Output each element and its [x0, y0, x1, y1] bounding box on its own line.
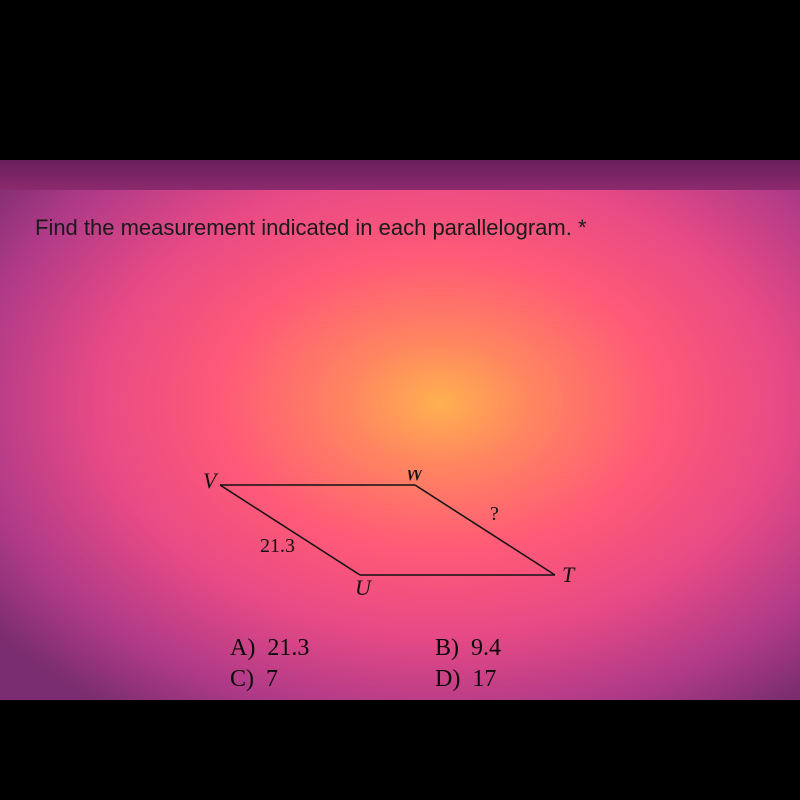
option-A[interactable]: A) 21.3: [230, 635, 340, 662]
side-UV: [220, 485, 360, 575]
vertex-W: W: [405, 470, 425, 485]
parallelogram-diagram: V W T U 21.3 ?: [180, 470, 600, 630]
option-D[interactable]: D) 17: [435, 666, 545, 693]
option-B-value: 9.4: [471, 635, 501, 661]
option-A-value: 21.3: [267, 635, 309, 661]
unknown-measurement: ?: [490, 503, 499, 525]
vertex-T: T: [562, 562, 576, 587]
vertex-U: U: [355, 575, 373, 600]
option-B[interactable]: B) 9.4: [435, 635, 545, 662]
option-C[interactable]: C) 7: [230, 666, 340, 693]
answer-options: A) 21.3 B) 9.4 C) 7 D) 17: [230, 635, 545, 697]
option-D-value: 17: [472, 666, 496, 692]
known-measurement: 21.3: [260, 535, 295, 557]
option-C-value: 7: [266, 666, 278, 692]
quiz-screen: Find the measurement indicated in each p…: [0, 160, 800, 700]
side-WT: [415, 485, 555, 575]
header-bar: [0, 160, 800, 190]
vertex-V: V: [203, 470, 219, 493]
question-prompt: Find the measurement indicated in each p…: [35, 215, 587, 241]
